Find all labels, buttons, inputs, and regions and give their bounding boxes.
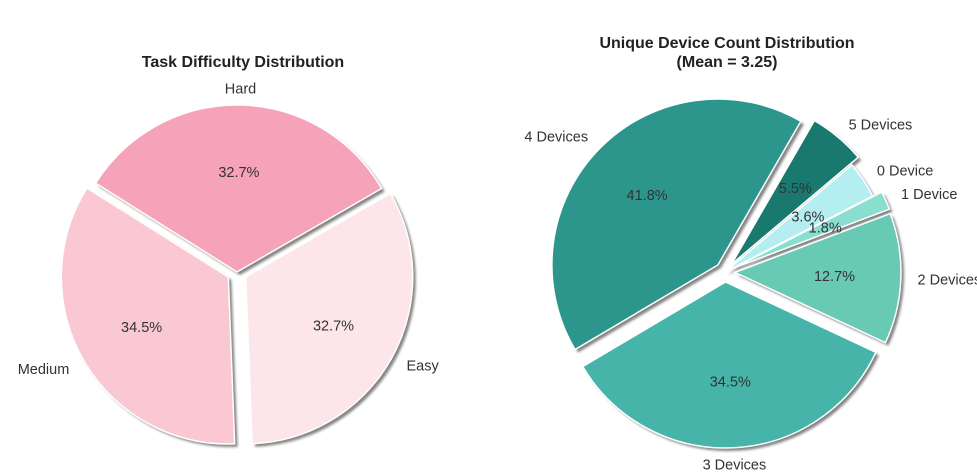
difficulty-chart: Task Difficulty Distribution 32.7% Hard 34… bbox=[18, 54, 440, 448]
right-3-devices-category-label: 3 Devices bbox=[703, 457, 767, 473]
left-medium-percent-label: 34.5% bbox=[121, 320, 162, 336]
right-3-devices-percent-label: 34.5% bbox=[710, 375, 751, 391]
left-easy-slice bbox=[244, 192, 414, 445]
right-1-device-slice bbox=[733, 191, 891, 269]
device-chart-subtitle: (Mean = 3.25) bbox=[677, 54, 778, 71]
left-easy-percent-label: 32.7% bbox=[313, 318, 354, 334]
right-2-devices-slice bbox=[733, 212, 902, 344]
right-5-devices-category-label: 5 Devices bbox=[849, 117, 913, 133]
right-0-device-category-label: 0 Device bbox=[877, 164, 933, 180]
left-easy-category-label: Easy bbox=[407, 359, 440, 375]
right-0-device-percent-label: 3.6% bbox=[791, 210, 824, 226]
left-medium-slice bbox=[60, 187, 236, 445]
left-medium-category-label: Medium bbox=[18, 362, 70, 378]
right-3-devices-slice bbox=[581, 281, 877, 449]
right-1-device-percent-label: 1.8% bbox=[809, 221, 842, 237]
right-4-devices-percent-label: 41.8% bbox=[627, 188, 668, 204]
left-hard-slice bbox=[94, 104, 383, 273]
right-4-devices-slice bbox=[551, 98, 802, 351]
device-chart-title: Unique Device Count Distribution bbox=[599, 35, 854, 52]
right-4-devices-category-label: 4 Devices bbox=[524, 130, 588, 146]
right-5-devices-slice bbox=[730, 119, 860, 265]
right-2-devices-category-label: 2 Devices bbox=[918, 272, 977, 288]
right-0-device-slice bbox=[724, 163, 874, 273]
device-chart: Unique Device Count Distribution (Mean =… bbox=[524, 35, 977, 473]
right-1-device-category-label: 1 Device bbox=[901, 187, 957, 203]
left-hard-category-label: Hard bbox=[225, 81, 256, 97]
difficulty-chart-title: Task Difficulty Distribution bbox=[142, 54, 344, 71]
right-2-devices-percent-label: 12.7% bbox=[814, 269, 855, 285]
right-5-devices-percent-label: 5.5% bbox=[779, 181, 812, 197]
left-hard-percent-label: 32.7% bbox=[218, 165, 259, 181]
